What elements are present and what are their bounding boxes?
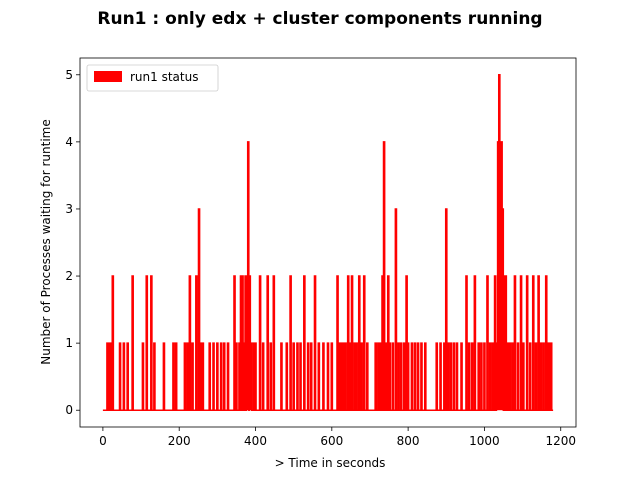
- legend-label-run1-status: run1 status: [130, 70, 198, 84]
- y-tick-label: 4: [65, 135, 73, 149]
- plot-frame: [79, 57, 577, 428]
- plot-area: [80, 58, 576, 427]
- y-tick-label: 3: [65, 202, 73, 216]
- x-axis: 0 200 400 600 800 1000 1200: [99, 427, 576, 448]
- y-axis-label: Number of Processes waiting for runtime: [39, 119, 53, 365]
- y-tick-label: 5: [65, 68, 73, 82]
- series-line-run1-status: [102, 74, 554, 411]
- x-tick-label: 200: [168, 434, 191, 448]
- x-tick-label: 0: [99, 434, 107, 448]
- y-axis: 0 1 2 3 4 5: [65, 68, 80, 417]
- legend: run1 status: [86, 64, 219, 92]
- x-tick-label: 400: [244, 434, 267, 448]
- y-tick-label: 2: [65, 269, 73, 283]
- chart-title: Run1 : only edx + cluster components run…: [97, 9, 542, 29]
- x-tick-label: 600: [320, 434, 343, 448]
- x-tick-label: 800: [397, 434, 420, 448]
- x-axis-label: > Time in seconds: [275, 456, 386, 470]
- y-tick-label: 1: [65, 336, 73, 350]
- x-tick-label: 1000: [469, 434, 500, 448]
- legend-swatch-run1-status: [94, 71, 122, 82]
- x-tick-label: 1200: [545, 434, 576, 448]
- y-tick-label: 0: [65, 403, 73, 417]
